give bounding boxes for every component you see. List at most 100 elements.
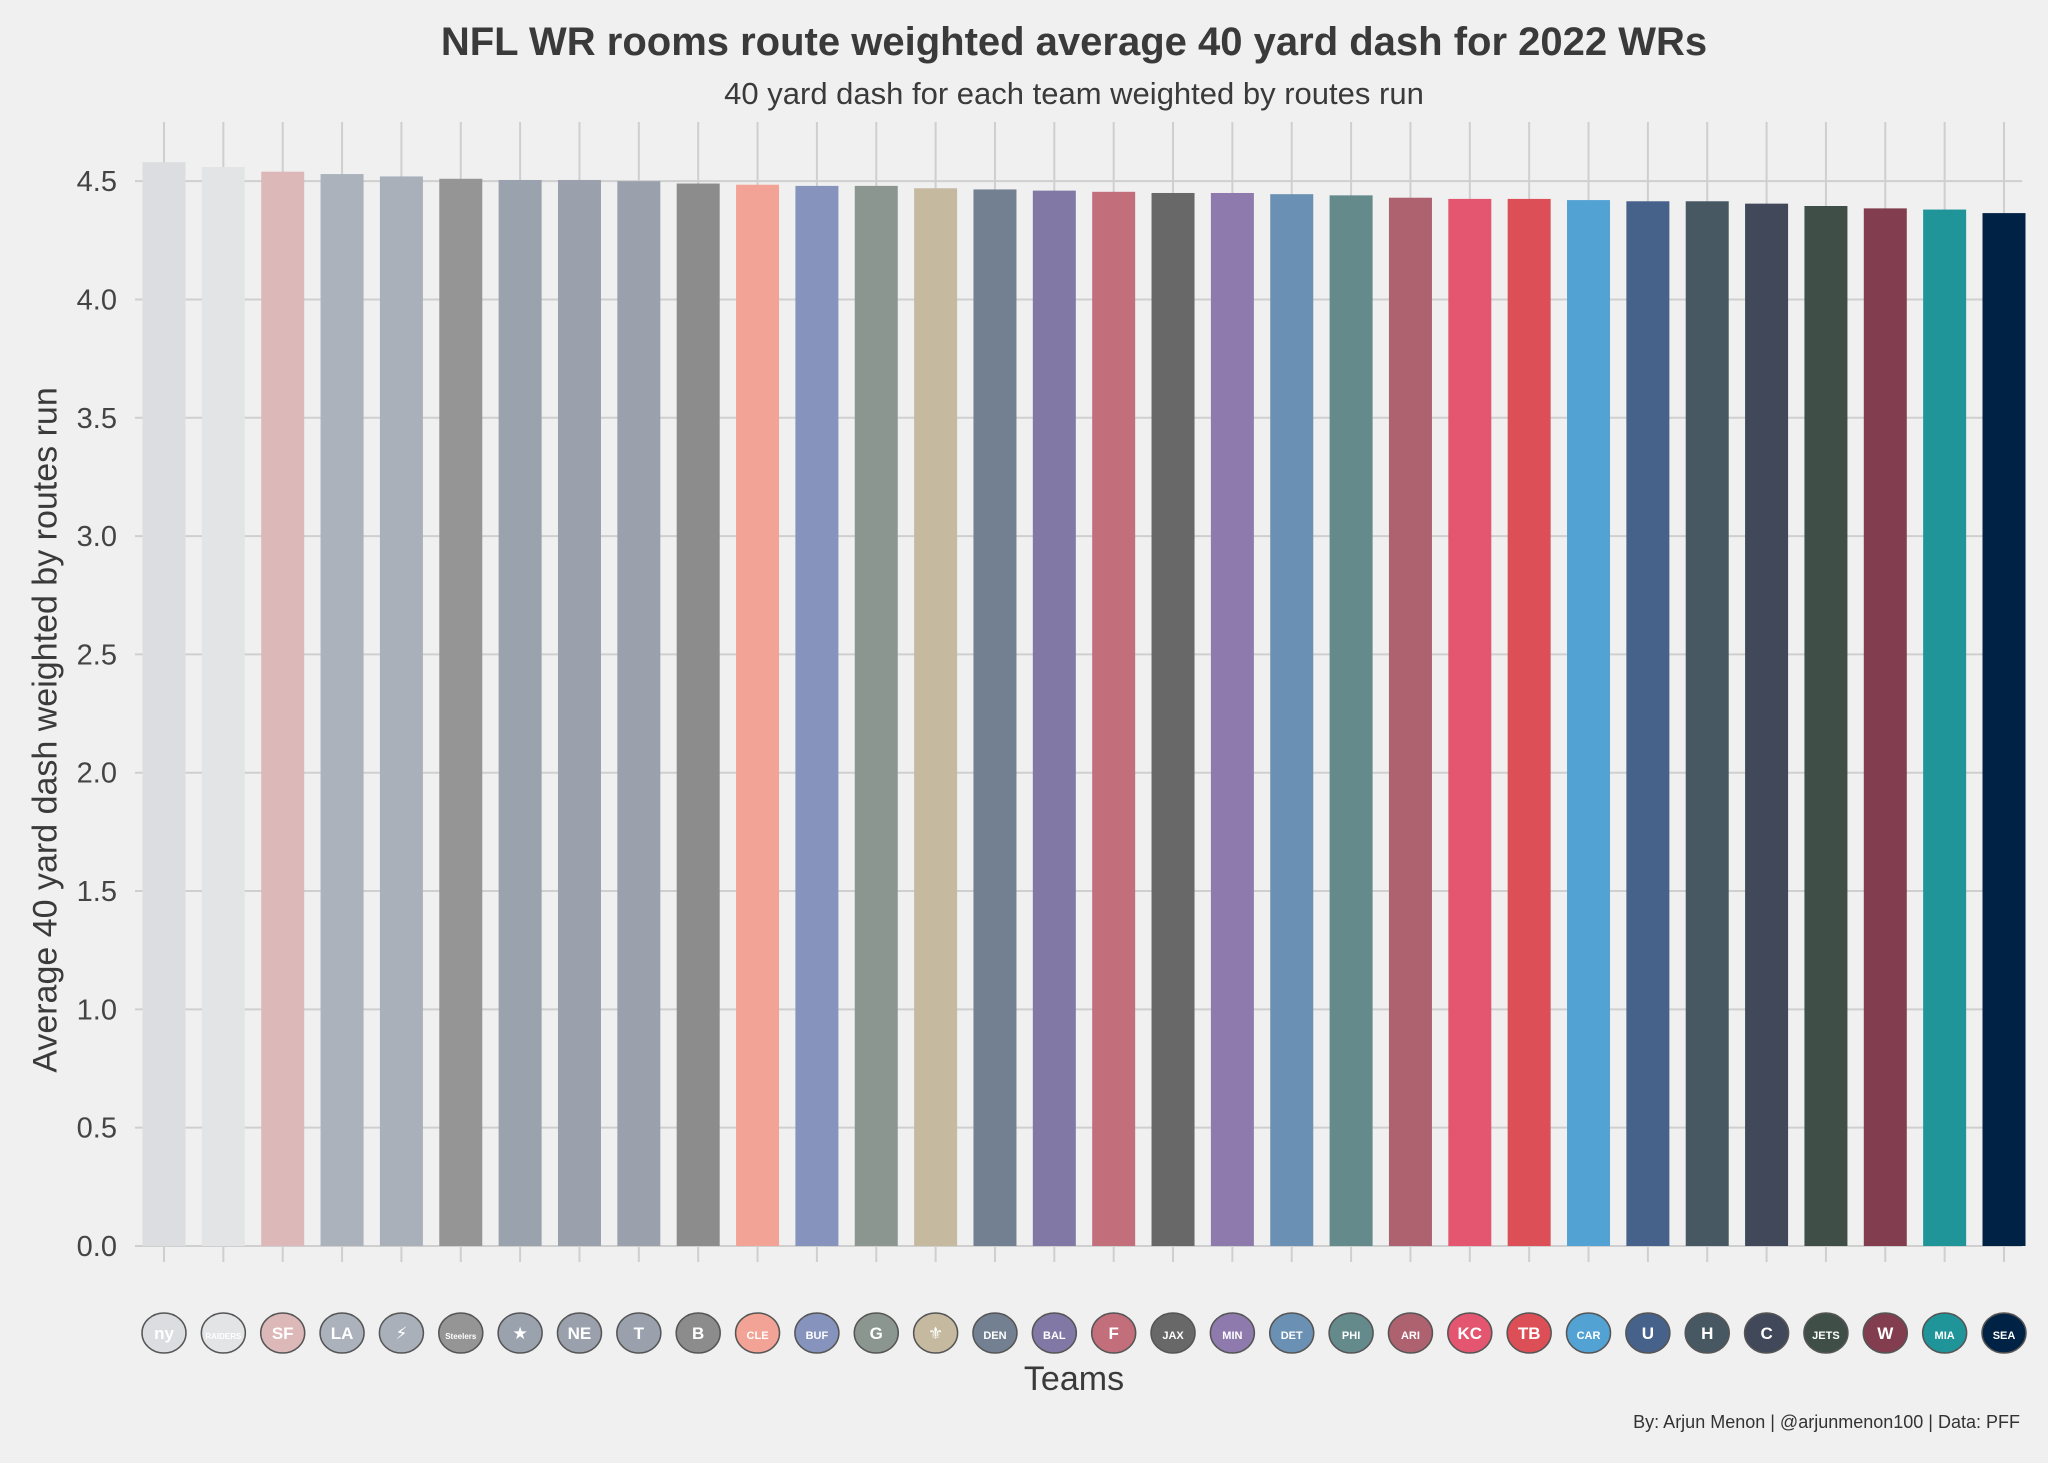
team-logo-badge (972, 1312, 1018, 1354)
bar-bal (1032, 190, 1076, 1246)
bar-nyg (142, 162, 186, 1246)
bar-nyj (1804, 206, 1848, 1247)
team-logo-text: JAX (1162, 1330, 1184, 1342)
team-logo-text: H (1701, 1324, 1713, 1343)
team-logo-text: ★ (513, 1324, 528, 1343)
team-logo-bal: BAL (1031, 1312, 1078, 1354)
team-logo-car: CAR (1565, 1312, 1612, 1354)
bar-atl (1092, 191, 1136, 1247)
team-logo-text: T (634, 1324, 645, 1343)
team-logo-badge (200, 1312, 247, 1354)
team-logo-phi: PHI (1328, 1312, 1374, 1354)
team-logo-text: JETS (1812, 1330, 1840, 1342)
chart-caption: By: Arjun Menon | @arjunmenon100 | Data:… (1633, 1412, 2020, 1432)
team-logo-sf: SF (259, 1312, 306, 1354)
bar-min (1210, 192, 1254, 1246)
team-logo-badge (1565, 1312, 1612, 1354)
team-logo-text: W (1877, 1324, 1894, 1343)
y-tick-label: 2.5 (77, 639, 117, 671)
chart-subtitle: 40 yard dash for each team weighted by r… (724, 76, 1424, 111)
team-logo-badge (1743, 1312, 1790, 1354)
team-logo-ten: T (616, 1312, 662, 1354)
team-logo-badge (1447, 1312, 1493, 1354)
bar-car (1567, 200, 1611, 1247)
team-logo-text: KC (1458, 1324, 1483, 1343)
team-logo-chi: C (1743, 1312, 1790, 1354)
bar-dal (498, 179, 542, 1246)
team-logo-text: B (692, 1324, 704, 1343)
team-logo-text: DET (1281, 1330, 1303, 1342)
team-logo-text: ny (154, 1324, 174, 1343)
team-logo-mia: MIA (1921, 1312, 1968, 1354)
team-logo-atl: F (1090, 1312, 1137, 1354)
bar-gb (854, 185, 898, 1247)
team-logo-text: F (1108, 1324, 1118, 1343)
team-logo-badge (1268, 1312, 1315, 1354)
team-logo-text: RAIDERS (205, 1332, 242, 1341)
y-tick-label: 3.5 (77, 403, 117, 435)
team-logo-nyg: ny (141, 1312, 187, 1354)
bar-cin (676, 183, 720, 1247)
team-logo-badge (1625, 1312, 1671, 1354)
bar-det (1270, 194, 1314, 1247)
bar-chi (1745, 203, 1789, 1246)
team-logo-text: CLE (747, 1330, 769, 1342)
team-logo-badge (1031, 1312, 1078, 1354)
y-tick-label: 4.0 (77, 284, 117, 316)
bar-den (973, 189, 1017, 1247)
y-tick-label: 2.0 (77, 758, 117, 790)
team-logo-text: SEA (1993, 1330, 2016, 1342)
team-logo-badge (794, 1312, 840, 1354)
bar-phi (1329, 195, 1373, 1246)
team-logo-min: MIN (1209, 1312, 1256, 1354)
team-logo-badge (141, 1312, 187, 1354)
team-logo-badge (1209, 1312, 1256, 1354)
team-logo-text: MIN (1222, 1330, 1242, 1342)
team-logo-buf: BUF (794, 1312, 840, 1354)
team-logo-dal: ★ (497, 1312, 543, 1354)
team-logo-text: ⚡ (395, 1324, 407, 1343)
team-logo-badge (497, 1312, 543, 1354)
team-logo-badge (1921, 1312, 1968, 1354)
bar-no (914, 188, 958, 1246)
team-logo-badge (1506, 1312, 1552, 1354)
team-logo-badge (675, 1312, 721, 1354)
team-logo-gb: G (853, 1312, 900, 1354)
team-logo-was: W (1862, 1312, 1909, 1354)
team-logo-lv: RAIDERS (200, 1312, 247, 1354)
team-logo-text: SF (272, 1324, 294, 1343)
bar-was (1863, 208, 1907, 1247)
team-logo-cin: B (675, 1312, 721, 1354)
bar-ari (1388, 197, 1432, 1246)
team-logo-text: PHI (1342, 1330, 1360, 1342)
team-logo-text: ⚜ (928, 1324, 943, 1343)
y-tick-label: 3.0 (77, 521, 117, 553)
team-logo-cle: CLE (734, 1312, 781, 1354)
team-logo-badge (259, 1312, 306, 1354)
team-logo-text: BAL (1043, 1330, 1066, 1342)
team-logo-badge (556, 1312, 603, 1354)
team-logo-badge (616, 1312, 662, 1354)
team-logo-badge (1862, 1312, 1909, 1354)
team-logo-ari: ARI (1387, 1312, 1434, 1354)
team-logo-ind: U (1625, 1312, 1671, 1354)
bar-sea (1982, 213, 2026, 1247)
bar-lv (201, 166, 245, 1247)
team-logo-badge (319, 1312, 365, 1354)
team-logo-text: CAR (1577, 1330, 1601, 1342)
team-logo-text: G (870, 1324, 883, 1343)
y-tick-label: 0.5 (77, 1113, 117, 1145)
team-logo-det: DET (1268, 1312, 1315, 1354)
team-logo-badge (1090, 1312, 1137, 1354)
team-logo-text: LA (331, 1324, 354, 1343)
y-tick-label: 1.0 (77, 994, 117, 1026)
team-logo-lar: LA (319, 1312, 365, 1354)
team-logo-badge (912, 1312, 959, 1354)
team-logo-badge (438, 1312, 484, 1354)
team-logo-badge (1684, 1312, 1730, 1354)
team-logo-tb: TB (1506, 1312, 1552, 1354)
bar-pit (439, 178, 483, 1246)
team-logo-badge (1150, 1312, 1196, 1354)
bar-lar (320, 174, 364, 1246)
